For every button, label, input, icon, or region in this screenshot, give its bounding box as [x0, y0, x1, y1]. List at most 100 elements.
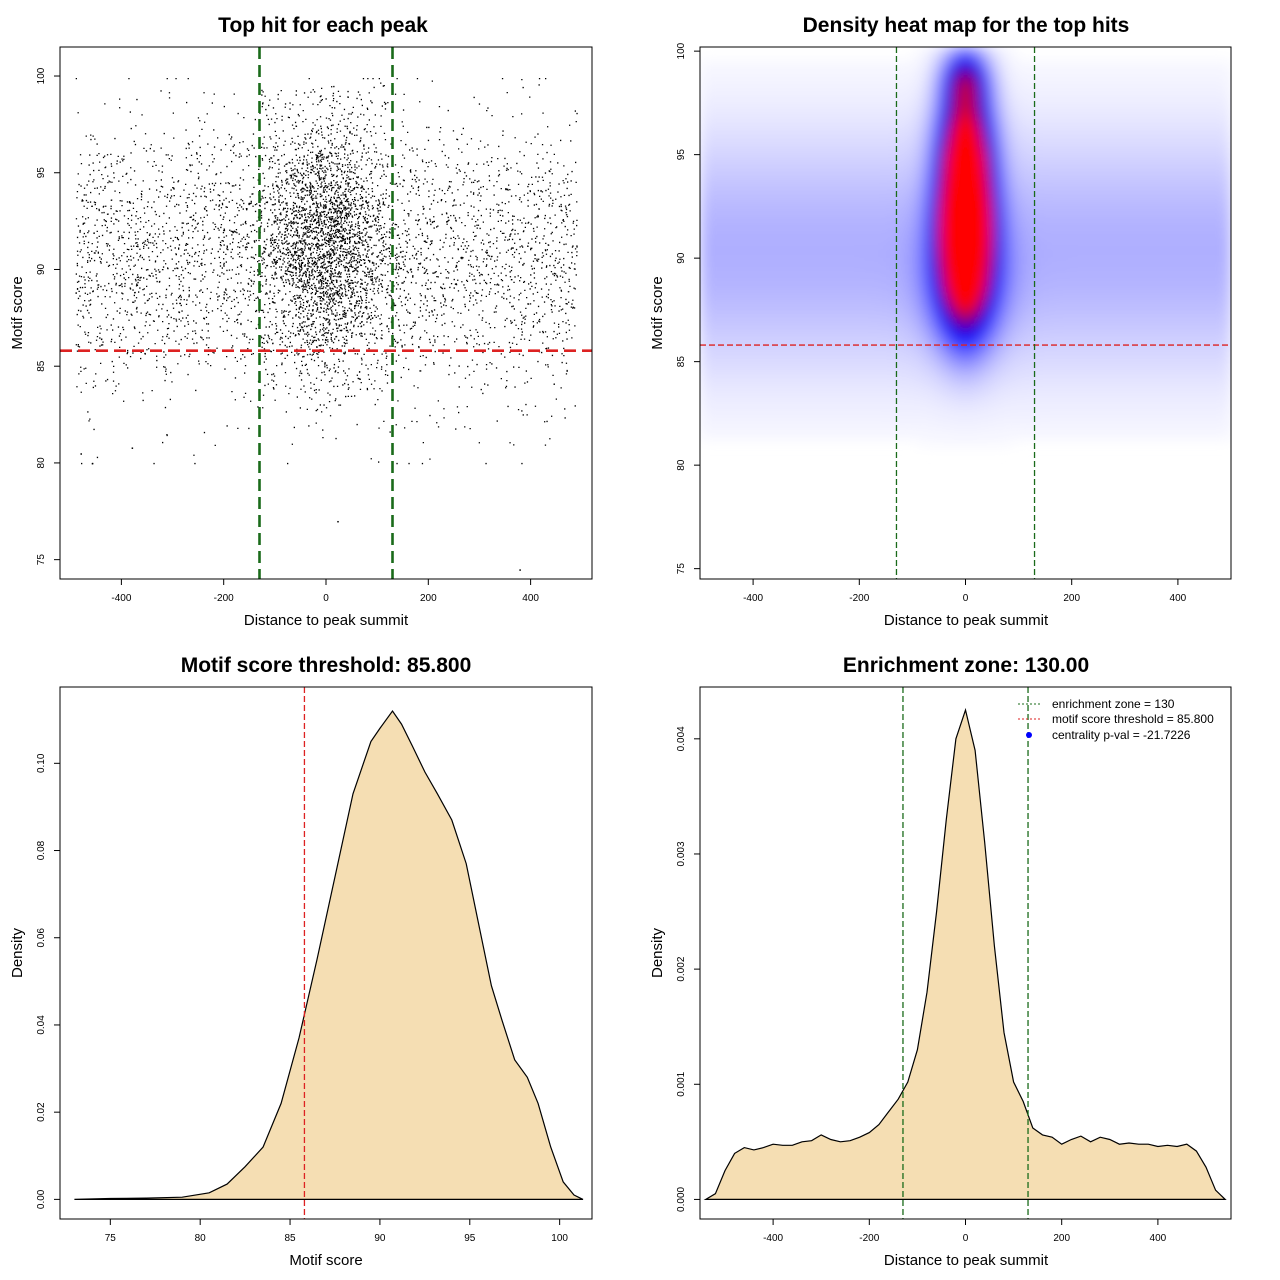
- heatmap-cell: [1025, 279, 1033, 287]
- heatmap-cell: [739, 266, 748, 274]
- heatmap-cell: [1038, 166, 1046, 174]
- heatmap-cell: [879, 392, 887, 401]
- heatmap-cell: [925, 286, 933, 294]
- heatmap-cell: [958, 226, 967, 234]
- heatmap-cell: [998, 53, 1006, 61]
- heatmap-cell: [1084, 332, 1093, 341]
- heatmap-cell: [998, 379, 1006, 387]
- heatmap-cell: [1171, 346, 1179, 354]
- heatmap-cell: [919, 273, 927, 281]
- heatmap-cell: [1224, 233, 1231, 241]
- heatmap-cell: [1084, 166, 1093, 174]
- heatmap-cell: [766, 233, 774, 241]
- heatmap-cell: [726, 406, 734, 414]
- heatmap-cell: [1031, 226, 1040, 234]
- heatmap-cell: [786, 60, 794, 68]
- heatmap-cell: [859, 60, 867, 68]
- heatmap-cell: [839, 180, 847, 188]
- heatmap-cell: [912, 140, 920, 148]
- heatmap-cell: [912, 293, 920, 301]
- heatmap-cell: [1071, 206, 1079, 214]
- heatmap-cell: [1091, 346, 1099, 354]
- heatmap-cell: [1151, 160, 1159, 168]
- scatter-x-tick-label: 400: [522, 593, 539, 604]
- heatmap-cell: [846, 140, 854, 148]
- heatmap-cell: [1005, 53, 1013, 61]
- heatmap-cell: [746, 366, 754, 374]
- heatmap-cell: [786, 273, 794, 281]
- heatmap-cell: [1197, 392, 1206, 401]
- heatmap-cell: [819, 306, 827, 314]
- heatmap-cell: [779, 93, 787, 101]
- heatmap-cell: [1078, 346, 1086, 354]
- heatmap-cell: [766, 213, 774, 221]
- heatmap-cell: [1211, 199, 1219, 208]
- heatmap-cell: [865, 386, 874, 394]
- heatmap-cell: [1011, 293, 1020, 301]
- heatmap-cell: [885, 392, 894, 401]
- heatmap-cell: [1025, 173, 1033, 181]
- heatmap-cell: [899, 199, 907, 208]
- heatmap-cell: [852, 359, 860, 367]
- heatmap-cell: [1065, 140, 1073, 148]
- heatmap-cell: [826, 93, 834, 101]
- heatmap-cell: [1124, 339, 1133, 347]
- heatmap-cell: [1144, 233, 1152, 241]
- heatmap-cell: [872, 140, 880, 148]
- heatmap-cell: [1118, 259, 1126, 268]
- heatmap-cell: [998, 226, 1006, 234]
- heatmap-cell: [1171, 160, 1179, 168]
- heatmap-cell: [919, 199, 927, 208]
- heatmap-cell: [1071, 153, 1079, 161]
- heatmap-cell: [1018, 140, 1026, 148]
- heatmap-cell: [992, 259, 1000, 268]
- heatmap-cell: [812, 259, 821, 268]
- heatmap-cell: [859, 259, 867, 268]
- heatmap-cell: [706, 273, 714, 281]
- heatmap-cell: [1045, 392, 1053, 401]
- heatmap-cell: [1224, 199, 1231, 208]
- heatmap-cell: [1038, 153, 1046, 161]
- heatmap-cell: [1171, 146, 1179, 154]
- heatmap-cell: [1018, 246, 1026, 254]
- heatmap-cell: [726, 100, 734, 108]
- heatmap-cell: [1011, 386, 1020, 394]
- heatmap-cell: [779, 233, 787, 241]
- heatmap-cell: [792, 386, 801, 394]
- heatmap-cell: [799, 306, 807, 314]
- heatmap-cell: [998, 113, 1006, 121]
- heatmap-cell: [978, 53, 987, 61]
- heatmap-cell: [872, 426, 880, 434]
- heatmap-cell: [759, 66, 767, 75]
- heatmap-cell: [1171, 239, 1179, 248]
- heatmap-cell: [792, 266, 801, 274]
- heatmap-cell: [826, 399, 834, 407]
- heatmap-cell: [792, 80, 801, 88]
- heatmap-cell: [766, 266, 774, 274]
- heatmap-cell: [1084, 73, 1093, 81]
- heatmap-cell: [1011, 379, 1020, 387]
- heatmap-cell: [799, 219, 807, 228]
- heatmap-cell: [852, 279, 860, 287]
- heatmap-cell: [885, 120, 894, 128]
- heatmap-cell: [759, 146, 767, 154]
- heatmap-cell: [700, 352, 708, 361]
- heatmap-cell: [912, 126, 920, 135]
- heatmap-cell: [1058, 319, 1066, 327]
- heatmap-cell: [865, 253, 874, 261]
- heatmap-cell: [700, 106, 708, 115]
- heatmap-cell: [1098, 346, 1106, 354]
- heatmap-cell: [1071, 419, 1079, 427]
- heatmap-cell: [992, 93, 1000, 101]
- heatmap-cell: [773, 386, 781, 394]
- heatmap-cell: [846, 266, 854, 274]
- heatmap-cell: [1104, 126, 1113, 135]
- heatmap-cell: [852, 319, 860, 327]
- heatmap-cell: [773, 66, 781, 75]
- heatmap-cell: [1031, 66, 1040, 75]
- heatmap-cell: [826, 180, 834, 188]
- heatmap-cell: [1224, 326, 1231, 334]
- heatmap-cell: [1084, 213, 1093, 221]
- heatmap-cell: [766, 319, 774, 327]
- heatmap-cell: [1071, 412, 1079, 420]
